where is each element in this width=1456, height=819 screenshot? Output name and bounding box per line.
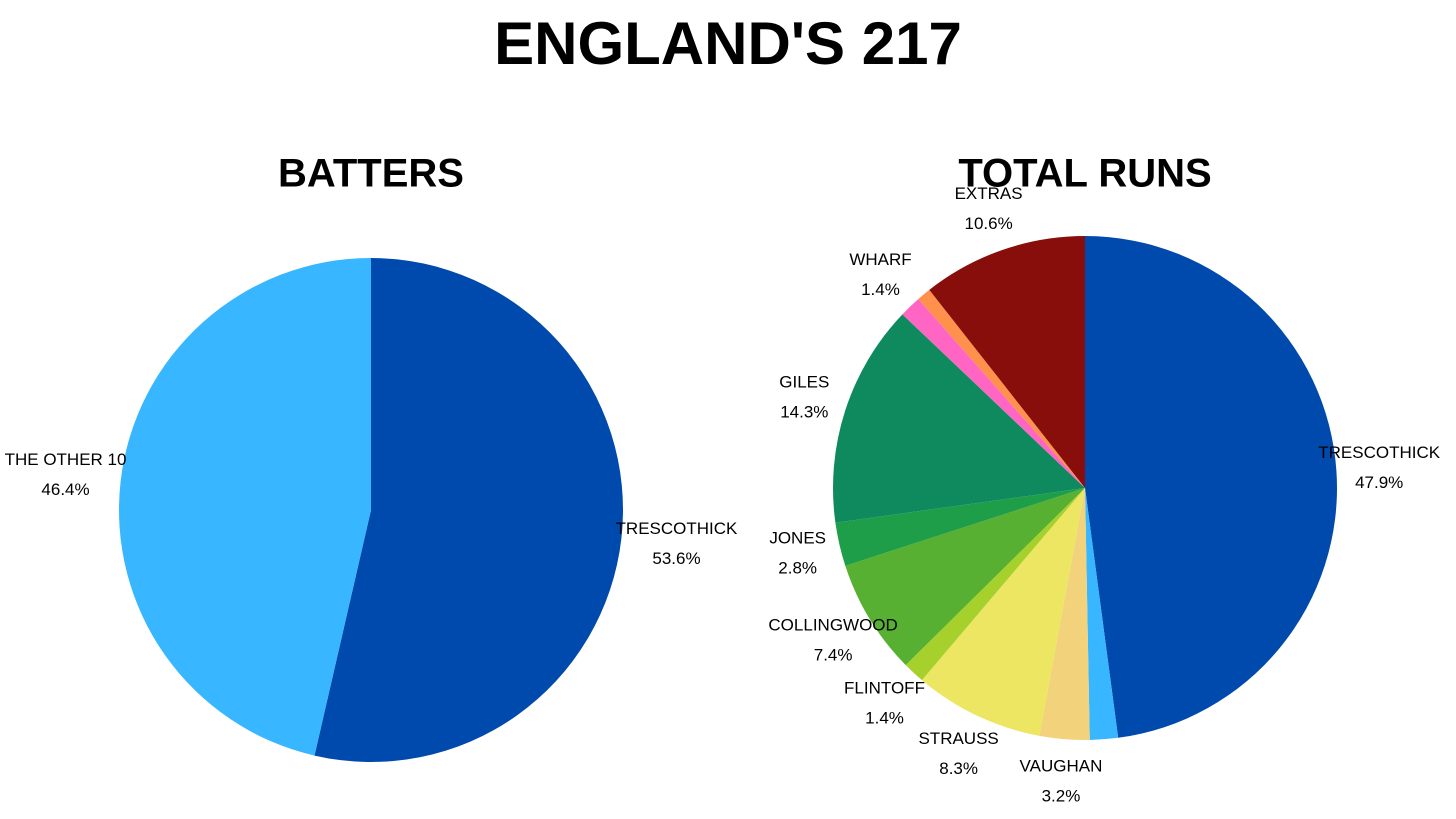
slice-label: COLLINGWOOD [768, 616, 897, 635]
pie-slice [314, 258, 623, 762]
slice-label: TRESCOTHICK [616, 519, 739, 538]
pie-slice [905, 488, 1085, 681]
value-label: 53.6% [652, 549, 700, 568]
pie-slice [1039, 488, 1090, 740]
slice-label: VAUGHAN [1020, 756, 1103, 775]
value-label: 8.3% [939, 759, 978, 778]
value-label: 2.8% [778, 559, 817, 578]
slice-label: EXTRAS [955, 184, 1023, 203]
slice-label: GILES [779, 372, 829, 391]
value-label: 14.3% [780, 402, 828, 421]
pie-slice [929, 236, 1085, 488]
pie-slice [902, 298, 1085, 488]
pie-slice [1085, 236, 1338, 738]
slice-label: TRESCOTHICK [1318, 443, 1441, 462]
chart-title: TOTAL RUNS [958, 152, 1211, 196]
pie-slice [921, 488, 1085, 736]
pie-slice [1085, 488, 1119, 740]
slice-label: FLINTOFF [844, 679, 925, 698]
value-label: 1.4% [861, 280, 900, 299]
slice-label: JONES [769, 529, 826, 548]
pie-slice [833, 314, 1085, 523]
chart-title: BATTERS [278, 152, 464, 196]
slice-label: STRAUSS [918, 729, 998, 748]
slice-label: THE OTHER 10 [5, 450, 127, 469]
slice-label: WHARF [849, 250, 911, 269]
pie-slice [118, 258, 372, 756]
value-label: 47.9% [1355, 473, 1403, 492]
value-label: 10.6% [965, 214, 1013, 233]
pie-slice [835, 488, 1085, 566]
value-label: 46.4% [41, 480, 89, 499]
pie-slice [845, 488, 1085, 666]
page-title: ENGLAND'S 217 [494, 10, 962, 77]
value-label: 1.4% [865, 709, 904, 728]
pie-slice [918, 289, 1085, 488]
value-label: 7.4% [814, 646, 853, 665]
value-label: 3.2% [1042, 786, 1081, 805]
